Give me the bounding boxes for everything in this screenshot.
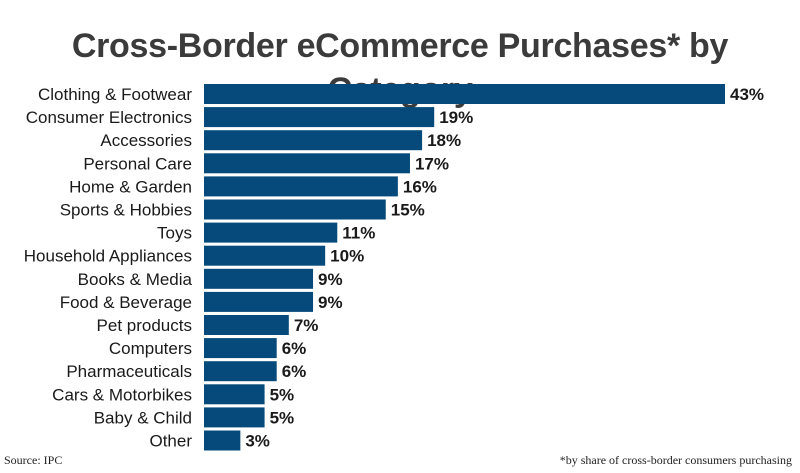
category-label: Clothing & Footwear <box>38 85 192 104</box>
bar <box>204 430 241 451</box>
value-label: 3% <box>245 432 270 451</box>
bar <box>204 315 289 335</box>
category-label: Sports & Hobbies <box>60 201 192 220</box>
bar <box>204 153 410 174</box>
value-label: 10% <box>330 247 364 266</box>
bar <box>204 107 435 128</box>
value-label: 6% <box>282 362 307 381</box>
bar <box>204 268 314 289</box>
footnote: *by share of cross-border consumers purc… <box>559 453 792 467</box>
bar <box>204 361 277 382</box>
category-label: Books & Media <box>78 270 193 289</box>
value-label: 6% <box>282 339 307 358</box>
value-label: 18% <box>427 131 461 150</box>
category-label: Toys <box>157 224 192 243</box>
value-label: 5% <box>270 385 295 404</box>
bar <box>204 130 423 151</box>
category-label: Pharmaceuticals <box>66 362 192 381</box>
value-label: 19% <box>439 108 473 127</box>
bar <box>204 176 398 197</box>
bar <box>204 222 338 243</box>
category-label: Other <box>149 432 192 451</box>
category-label: Cars & Motorbikes <box>52 385 192 404</box>
category-label: Personal Care <box>83 154 192 173</box>
value-label: 17% <box>415 154 449 173</box>
bar <box>204 384 265 405</box>
bar <box>204 199 386 220</box>
bar <box>204 84 725 104</box>
bar <box>204 245 326 266</box>
value-label: 5% <box>270 408 295 427</box>
value-label: 9% <box>318 293 343 312</box>
category-label: Consumer Electronics <box>26 108 192 127</box>
source-note: Source: IPC <box>4 453 63 467</box>
bar <box>204 407 265 428</box>
value-label: 43% <box>730 85 764 104</box>
category-label: Computers <box>109 339 192 358</box>
category-label: Baby & Child <box>94 408 192 427</box>
value-label: 9% <box>318 270 343 289</box>
value-label: 7% <box>294 316 319 335</box>
value-label: 11% <box>342 224 375 243</box>
value-label: 16% <box>403 177 437 196</box>
category-label: Household Appliances <box>24 247 192 266</box>
bar <box>204 291 314 312</box>
value-label: 15% <box>391 201 425 220</box>
bar <box>204 338 277 359</box>
category-label: Food & Beverage <box>60 293 192 312</box>
category-label: Pet products <box>97 316 192 335</box>
category-label: Home & Garden <box>69 177 192 196</box>
category-label: Accessories <box>100 131 192 150</box>
